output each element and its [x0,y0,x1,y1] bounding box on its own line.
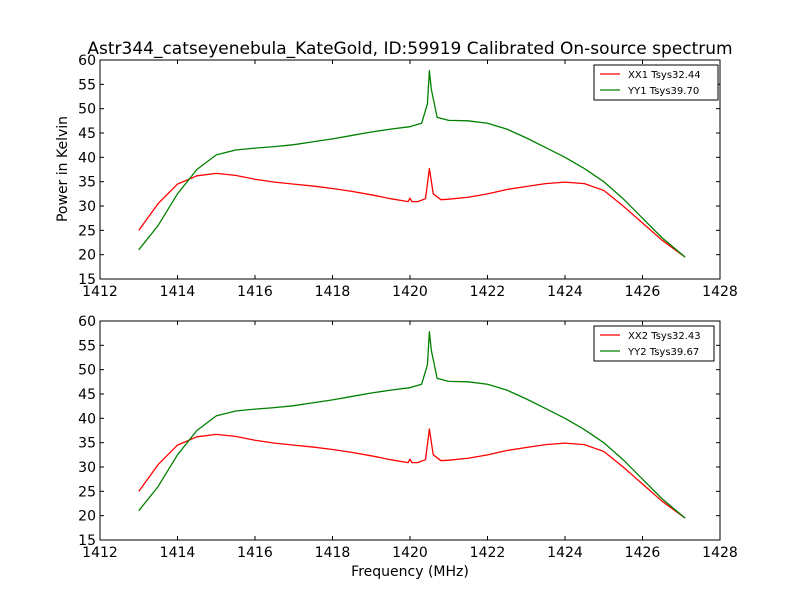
x-tick-label: 1422 [470,545,506,561]
y-tick-label: 60 [78,53,96,69]
y-tick-label: 50 [78,363,96,379]
x-tick-label: 1414 [160,284,196,300]
y-tick-label: 45 [78,387,96,403]
y-tick-label: 40 [78,411,96,427]
x-tick-label: 1424 [547,545,583,561]
series-line-xx1 [138,167,686,258]
y-tick-label: 25 [78,223,96,239]
y-tick-label: 55 [78,77,96,93]
y-tick-label: 35 [78,436,96,452]
legend-label: YY2 Tsys39.67 [627,347,699,358]
x-tick-label: 1426 [625,545,661,561]
y-tick-label: 30 [78,199,96,215]
y-tick-label: 15 [78,533,96,549]
x-tick-label: 1416 [237,284,273,300]
x-tick-label: 1418 [315,545,351,561]
legend-label: YY1 Tsys39.70 [627,86,699,97]
y-tick-label: 50 [78,102,96,118]
legend: XX1 Tsys32.44 YY1 Tsys39.70 [593,64,719,101]
top-panel: 1412 1414 1416 1418 1420 1422 1424 1426 1428 15 20… [78,53,738,300]
y-tick-label: 30 [78,460,96,476]
series-line-xx2 [138,428,686,519]
x-tick-label: 1428 [702,284,738,300]
y-tick-label: 45 [78,126,96,142]
legend: XX2 Tsys32.43 YY2 Tsys39.67 [593,325,715,362]
x-tick-label: 1420 [392,284,428,300]
x-tick-label: 1418 [315,284,351,300]
y-tick-label: 60 [78,314,96,330]
series-line-yy1 [138,70,686,258]
y-tick-label: 35 [78,175,96,191]
bottom-panel: 1412 1414 1416 1418 1420 1422 1424 1426 1428 15 20… [78,314,738,561]
y-tick-label: 55 [78,338,96,354]
x-tick-label: 1414 [160,545,196,561]
y-axis-label: Power in Kelvin [55,116,71,222]
x-tick-label: 1412 [82,545,118,561]
x-axis-label: Frequency (MHz) [351,564,469,580]
y-tick-label: 40 [78,150,96,166]
legend-label: XX1 Tsys32.44 [628,70,701,81]
x-tick-label: 1428 [702,545,738,561]
x-tick-label: 1422 [470,284,506,300]
series-line-yy2 [138,331,686,519]
y-tick-label: 20 [78,248,96,264]
legend-box [593,325,715,362]
legend-box [593,64,719,101]
x-tick-label: 1426 [625,284,661,300]
figure-title: Astr344_catseyenebula_KateGold, ID:59919… [87,39,732,59]
legend-label: XX2 Tsys32.43 [628,331,701,342]
x-tick-label: 1416 [237,545,273,561]
x-tick-label: 1412 [82,284,118,300]
y-tick-label: 20 [78,509,96,525]
y-tick-label: 15 [78,272,96,288]
x-tick-label: 1424 [547,284,583,300]
y-tick-label: 25 [78,484,96,500]
x-tick-label: 1420 [392,545,428,561]
